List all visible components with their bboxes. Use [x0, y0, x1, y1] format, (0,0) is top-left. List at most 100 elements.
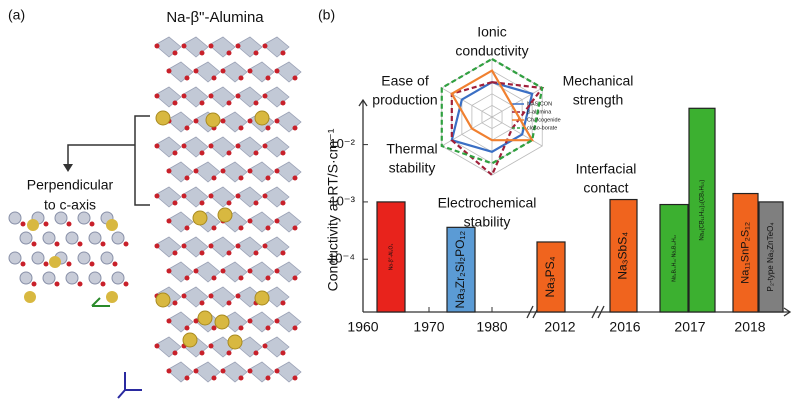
- oxygen: [280, 250, 286, 256]
- oxygen: [31, 281, 37, 287]
- oxygen: [265, 325, 271, 331]
- caption: to c-axis: [44, 197, 96, 213]
- oxygen: [247, 168, 253, 174]
- atom: [31, 251, 45, 265]
- oxygen: [211, 75, 217, 81]
- y-arrow: [358, 98, 368, 107]
- oxygen: [247, 218, 253, 224]
- oxygen: [172, 50, 178, 56]
- oxygen: [123, 241, 129, 247]
- oxygen: [54, 281, 60, 287]
- bar: [446, 226, 476, 313]
- oxygen: [193, 318, 199, 324]
- oxygen: [247, 368, 253, 374]
- oxygen: [184, 225, 190, 231]
- oxygen: [292, 375, 298, 381]
- oxygen: [226, 200, 232, 206]
- oxygen: [235, 293, 241, 299]
- oxygen: [172, 250, 178, 256]
- x-tick-label: 2016: [609, 319, 640, 335]
- y-tick-label: 10⁻³: [329, 193, 355, 208]
- oxygen: [181, 93, 187, 99]
- sodium: [24, 291, 36, 303]
- sodium: [197, 310, 213, 326]
- oxygen: [66, 261, 72, 267]
- atom: [19, 271, 33, 285]
- oxygen: [193, 368, 199, 374]
- oxygen: [274, 318, 280, 324]
- legend-label: Chalcogenide: [527, 117, 561, 123]
- oxygen: [154, 43, 160, 49]
- oxygen: [208, 243, 214, 249]
- oxygen: [238, 275, 244, 281]
- bar: [758, 201, 784, 313]
- sodium: [155, 110, 171, 126]
- sodium: [106, 219, 118, 231]
- bar-label: Na₄(CB₁₁H₁₂)₂(CB₉H₁₀): [700, 180, 706, 241]
- oxygen: [280, 150, 286, 156]
- oxygen: [166, 318, 172, 324]
- oxygen: [235, 43, 241, 49]
- oxygen: [154, 343, 160, 349]
- oxygen: [235, 93, 241, 99]
- oxygen: [262, 93, 268, 99]
- oxygen: [220, 368, 226, 374]
- oxygen: [226, 250, 232, 256]
- oxygen: [274, 218, 280, 224]
- sodium: [217, 207, 233, 223]
- radar-series: [450, 81, 534, 153]
- oxygen: [208, 193, 214, 199]
- sodium: [227, 334, 243, 350]
- oxygen: [199, 150, 205, 156]
- radar-series: [440, 57, 544, 165]
- oxygen: [292, 325, 298, 331]
- oxygen: [77, 241, 83, 247]
- oxygen: [184, 175, 190, 181]
- oxygen: [199, 350, 205, 356]
- sodium: [106, 291, 118, 303]
- oxygen: [181, 293, 187, 299]
- sodium: [192, 210, 208, 226]
- oxygen: [292, 125, 298, 131]
- oxygen: [154, 243, 160, 249]
- atom: [65, 231, 79, 245]
- oxygen: [265, 175, 271, 181]
- oxygen: [20, 221, 26, 227]
- x-tick-label: 2017: [674, 319, 705, 335]
- oxygen: [265, 75, 271, 81]
- oxygen: [235, 243, 241, 249]
- oxygen: [193, 168, 199, 174]
- axis-break: [526, 305, 534, 319]
- oxygen: [199, 200, 205, 206]
- oxygen: [172, 350, 178, 356]
- oxygen: [181, 193, 187, 199]
- legend-label: closo-borate: [527, 125, 557, 131]
- oxygen: [43, 261, 49, 267]
- oxygen: [274, 368, 280, 374]
- panel-label: (b): [318, 7, 335, 23]
- bar-label: Na₃SbS₄: [616, 232, 630, 280]
- oxygen: [154, 193, 160, 199]
- radar-axis-label: Ionic: [477, 24, 507, 40]
- oxygen: [253, 100, 259, 106]
- bar: [732, 192, 759, 313]
- radar-axis-label: stability: [389, 160, 436, 176]
- oxygen: [89, 261, 95, 267]
- radar-axis-label: strength: [573, 92, 624, 108]
- bar-label: Na₂B₁₀H₁₀·Na₂B₁₂H₁₂: [671, 235, 677, 282]
- oxygen: [262, 343, 268, 349]
- oxygen: [172, 200, 178, 206]
- atom: [42, 231, 56, 245]
- sodium: [182, 332, 198, 348]
- oxygen: [235, 143, 241, 149]
- atom: [19, 231, 33, 245]
- oxygen: [166, 368, 172, 374]
- x-tick-label: 1960: [347, 319, 378, 335]
- atom: [77, 251, 91, 265]
- oxygen: [166, 218, 172, 224]
- oxygen: [280, 100, 286, 106]
- oxygen: [262, 243, 268, 249]
- oxygen: [262, 43, 268, 49]
- oxygen: [235, 193, 241, 199]
- sodium: [155, 292, 171, 308]
